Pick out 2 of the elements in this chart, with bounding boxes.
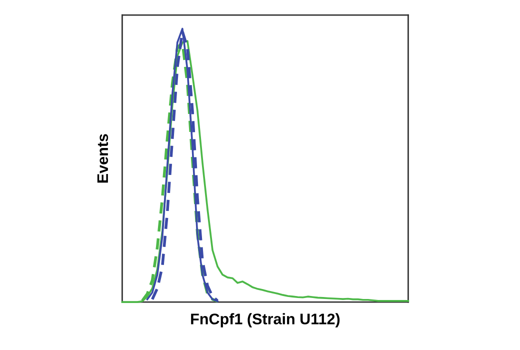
- x-axis-title: FnCpf1 (Strain U112): [191, 313, 340, 328]
- y-axis-title: Events: [97, 134, 108, 183]
